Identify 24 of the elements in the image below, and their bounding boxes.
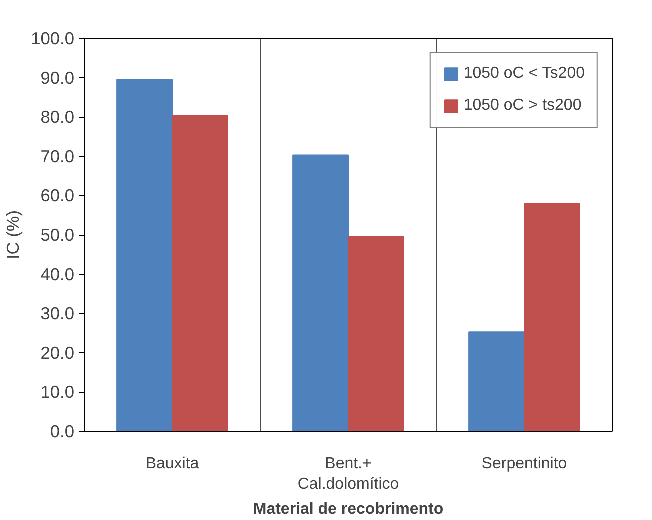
y-tick-label: 30.0 (40, 304, 75, 324)
bar (348, 236, 404, 432)
bar (524, 203, 580, 432)
x-tick-label: Serpentinito (482, 456, 568, 472)
legend-label: 1050 oC > ts200 (464, 97, 582, 115)
bar (468, 332, 525, 432)
y-tick-label: 80.0 (40, 107, 75, 128)
bar (292, 154, 349, 432)
bar (172, 115, 228, 432)
y-tick-label: 90.0 (40, 68, 75, 88)
y-tick-label: 60.0 (40, 186, 75, 206)
y-tick-label: 20.0 (40, 342, 75, 363)
y-tick-label: 0.0 (50, 422, 75, 442)
y-tick-label: 70.0 (40, 146, 75, 166)
x-tick-label: Bauxita (146, 456, 200, 472)
y-tick-label: 10.0 (40, 382, 75, 402)
bar (116, 79, 173, 432)
y-tick-label: 40.0 (40, 264, 75, 284)
y-tick-label: 50.0 (40, 225, 75, 245)
x-axis-title: Material de recobrimento (253, 500, 444, 518)
x-tick-label: Bent.+ Cal.dolomítico (298, 456, 400, 493)
legend-label: 1050 oC < Ts200 (464, 65, 585, 83)
y-axis-title: IC (%) (3, 210, 24, 260)
y-tick-label: 100.0 (31, 28, 75, 48)
